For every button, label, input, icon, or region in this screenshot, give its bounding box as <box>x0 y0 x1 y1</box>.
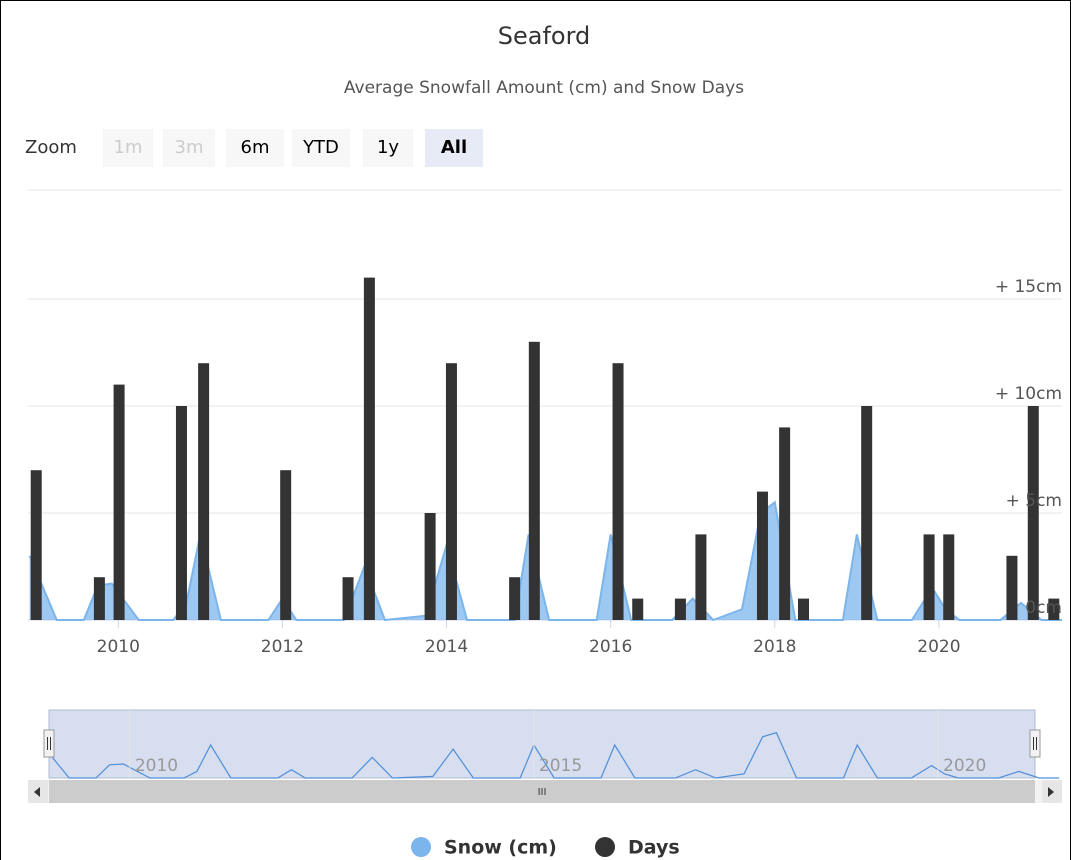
x-tick-label: 2012 <box>261 637 304 657</box>
zoom-button[interactable] <box>363 129 413 167</box>
zoom-button-label: All <box>441 137 467 158</box>
zoom-button-label: YTD <box>302 137 339 158</box>
y-tick-label: + 10cm <box>995 384 1062 404</box>
navigator-label: 2010 <box>135 756 178 776</box>
bar <box>363 277 375 620</box>
scroll-left-arrow <box>34 787 40 797</box>
zoom-button-label: 1m <box>114 137 143 158</box>
bar <box>1006 555 1018 620</box>
bar <box>798 598 809 620</box>
bar <box>756 491 768 620</box>
bar <box>923 534 935 620</box>
x-tick-label: 2016 <box>589 637 632 657</box>
bar <box>30 470 42 620</box>
legend-symbol <box>411 837 431 857</box>
navigator-line <box>48 731 1060 779</box>
y-tick-label: + 5cm <box>1006 491 1062 511</box>
zoom-button[interactable] <box>292 129 350 167</box>
bar <box>175 406 187 620</box>
bar <box>861 406 873 620</box>
x-tick-label: 2010 <box>97 637 140 657</box>
bar <box>280 470 292 620</box>
zoom-button-label: 3m <box>175 137 204 158</box>
zoom-button[interactable] <box>163 129 215 167</box>
chart-subtitle: Average Snowfall Amount (cm) and Snow Da… <box>344 78 744 98</box>
bar <box>674 598 686 620</box>
zoom-button[interactable] <box>425 129 483 167</box>
scroll-right-arrow <box>1048 787 1054 797</box>
scrollbar-grip: III <box>538 787 547 798</box>
bar <box>113 384 125 620</box>
legend-label[interactable]: Snow (cm) <box>444 837 557 859</box>
y-tick-label: 0cm <box>1025 598 1062 618</box>
y-tick-label: + 15cm <box>995 277 1062 297</box>
bar <box>424 513 436 620</box>
chart-title: Seaford <box>498 22 591 50</box>
bar <box>779 427 791 620</box>
navigator-handle[interactable] <box>43 729 55 758</box>
navigator-label: 2020 <box>943 756 986 776</box>
zoom-button[interactable] <box>226 129 284 167</box>
bar <box>612 363 624 620</box>
zoom-label: Zoom <box>25 137 77 158</box>
bar <box>198 363 210 620</box>
bar <box>695 534 707 620</box>
zoom-button[interactable] <box>103 129 153 167</box>
bar <box>1048 598 1060 620</box>
bar <box>93 577 105 620</box>
legend-symbol <box>595 837 615 857</box>
x-tick-label: 2014 <box>425 637 468 657</box>
bar <box>342 577 354 620</box>
bar <box>632 598 644 620</box>
bar <box>445 363 457 620</box>
zoom-button-label: 1y <box>377 137 399 158</box>
bar <box>509 577 521 620</box>
legend-label[interactable]: Days <box>628 837 680 859</box>
navigator-label: 2015 <box>539 756 582 776</box>
scrollbar-thumb[interactable] <box>49 780 1035 803</box>
bar <box>1027 406 1039 620</box>
area-fill <box>29 502 1063 620</box>
x-tick-label: 2020 <box>917 637 960 657</box>
navigator-handle[interactable] <box>1029 729 1041 758</box>
zoom-button-label: 6m <box>241 137 270 158</box>
x-tick-label: 2018 <box>753 637 796 657</box>
bar <box>943 534 955 620</box>
bar <box>528 341 540 620</box>
